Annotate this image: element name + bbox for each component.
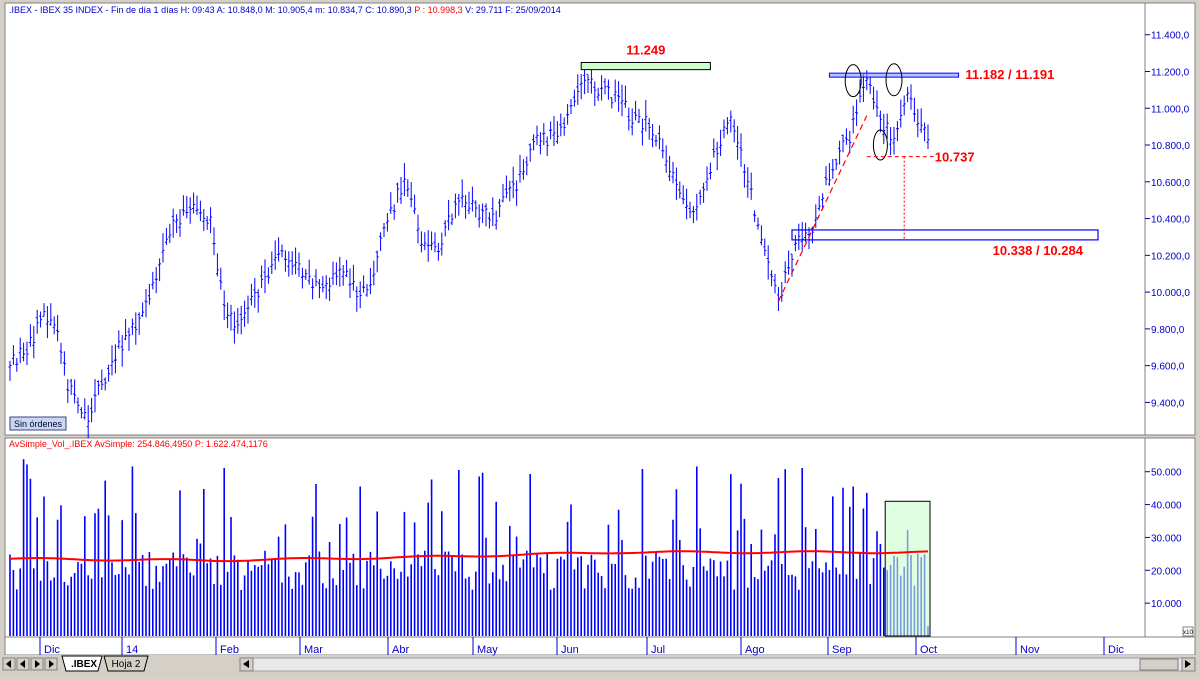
price-y-tick-label: 11.000,0 bbox=[1151, 104, 1190, 115]
volume-highlight-box bbox=[884, 500, 931, 637]
nav-first-icon bbox=[6, 660, 11, 668]
price-y-tick-label: 10.800,0 bbox=[1151, 141, 1190, 152]
support-band bbox=[791, 229, 1099, 241]
x-tick-label: Ago bbox=[745, 644, 765, 656]
x-tick-label: Jun bbox=[561, 644, 579, 656]
x-tick-label: Dic bbox=[1108, 644, 1124, 656]
tab-ibex[interactable]: .IBEX bbox=[61, 655, 103, 672]
scroll-right-icon bbox=[1185, 660, 1191, 668]
x-tick-label: Abr bbox=[392, 644, 409, 656]
price-y-tick-label: 10.000,0 bbox=[1151, 288, 1190, 299]
price-header-p: P : 10.998,3 bbox=[414, 5, 462, 15]
price-y-tick-label: 10.200,0 bbox=[1151, 251, 1190, 262]
x-tick-label: 14 bbox=[126, 644, 138, 656]
trough-circle bbox=[872, 129, 888, 161]
tab-hoja-2[interactable]: Hoja 2 bbox=[103, 655, 149, 672]
volume-y-tick-label: 50.000 bbox=[1151, 468, 1182, 479]
price-y-tick-label: 9.400,0 bbox=[1151, 398, 1185, 409]
annotation-10737: 10.737 bbox=[935, 150, 975, 165]
nav-next-button[interactable] bbox=[30, 657, 44, 671]
x-tick-label: Sep bbox=[832, 644, 852, 656]
price-y-tick-label: 10.400,0 bbox=[1151, 215, 1190, 226]
nav-prev-icon bbox=[20, 660, 25, 668]
annotation-top-level: 11.249 bbox=[626, 42, 665, 57]
price-y-tick-label: 11.200,0 bbox=[1151, 67, 1190, 78]
volume-header-text: AvSimple_Vol_.IBEX AvSimple: 254.846,495… bbox=[9, 439, 268, 449]
scroll-left-icon bbox=[243, 660, 249, 668]
sheet-navigation: .IBEX Hoja 2 bbox=[2, 655, 1196, 672]
price-y-tick-label: 11.400,0 bbox=[1151, 31, 1190, 42]
x-tick-label: Jul bbox=[651, 644, 665, 656]
x-tick-label: Mar bbox=[304, 644, 323, 656]
volume-y-tick-label: 40.000 bbox=[1151, 501, 1182, 512]
volume-y-tick-label: 10.000 bbox=[1151, 599, 1182, 610]
sin-ordenes-button[interactable]: Sin órdenes bbox=[9, 416, 67, 431]
nav-last-button[interactable] bbox=[44, 657, 58, 671]
annotation-resistance: 11.182 / 11.191 bbox=[965, 67, 1054, 82]
annotations: 11.249 11.182 / 11.191 10.737 10.338 / 10.2… bbox=[580, 42, 1099, 302]
sin-ordenes-label: Sin órdenes bbox=[14, 419, 63, 429]
tab-ibex-label: .IBEX bbox=[71, 659, 97, 670]
price-y-tick-label: 9.600,0 bbox=[1151, 362, 1185, 373]
nav-prev-button[interactable] bbox=[16, 657, 30, 671]
horizontal-scrollbar[interactable] bbox=[239, 657, 1196, 672]
trend-line bbox=[777, 115, 868, 302]
volume-header-a: AvSimple_Vol_.IBEX AvSimple: 254.846,495… bbox=[9, 439, 192, 449]
x-tick-label: May bbox=[477, 644, 498, 656]
x-tick-label: Dic bbox=[44, 644, 60, 656]
peak-circle-2 bbox=[885, 63, 903, 97]
x-tick-label: Oct bbox=[920, 644, 937, 656]
tab-hoja-2-label: Hoja 2 bbox=[112, 659, 141, 670]
volume-header-b: P: 1.622.474,1176 bbox=[195, 439, 268, 449]
scale-badge-label: x10 bbox=[1183, 630, 1193, 636]
annotation-support: 10.338 / 10.284 bbox=[993, 243, 1084, 258]
x-ticks: Dic 14 Feb Mar Abr May Jun Jul Ago Sep Oct Nov Dic bbox=[39, 637, 1124, 656]
x-tick-label: Nov bbox=[1020, 644, 1040, 656]
price-y-ticks: 9.400,0 9.600,0 9.800,0 10.000,0 10.200,0 10.… bbox=[1145, 31, 1190, 409]
scroll-thumb[interactable] bbox=[1139, 658, 1179, 671]
price-ohlc-series bbox=[8, 62, 930, 439]
price-header-text: .IBEX - IBEX 35 INDEX - Fin de día 1 día… bbox=[9, 5, 561, 15]
price-axis-panel bbox=[1144, 2, 1196, 436]
peak-circle-1 bbox=[844, 64, 862, 98]
nav-first-button[interactable] bbox=[2, 657, 16, 671]
price-y-tick-label: 10.600,0 bbox=[1151, 178, 1190, 189]
price-y-tick-label: 9.800,0 bbox=[1151, 325, 1185, 336]
volume-y-tick-label: 20.000 bbox=[1151, 566, 1182, 577]
nav-last-icon bbox=[49, 660, 54, 668]
resistance-band bbox=[828, 72, 960, 78]
nav-next-icon bbox=[35, 660, 40, 668]
top-highlight-box bbox=[580, 61, 711, 71]
scale-badge[interactable]: x10 bbox=[1182, 626, 1194, 637]
volume-average-line bbox=[9, 550, 929, 563]
volume-bar-series bbox=[9, 459, 931, 637]
volume-y-tick-label: 30.000 bbox=[1151, 533, 1182, 544]
x-tick-label: Feb bbox=[220, 644, 239, 656]
volume-y-ticks: 10.000 20.000 30.000 40.000 50.000 bbox=[1145, 468, 1182, 610]
price-header-rest: V: 29.711 F: 25/09/2014 bbox=[465, 5, 561, 15]
